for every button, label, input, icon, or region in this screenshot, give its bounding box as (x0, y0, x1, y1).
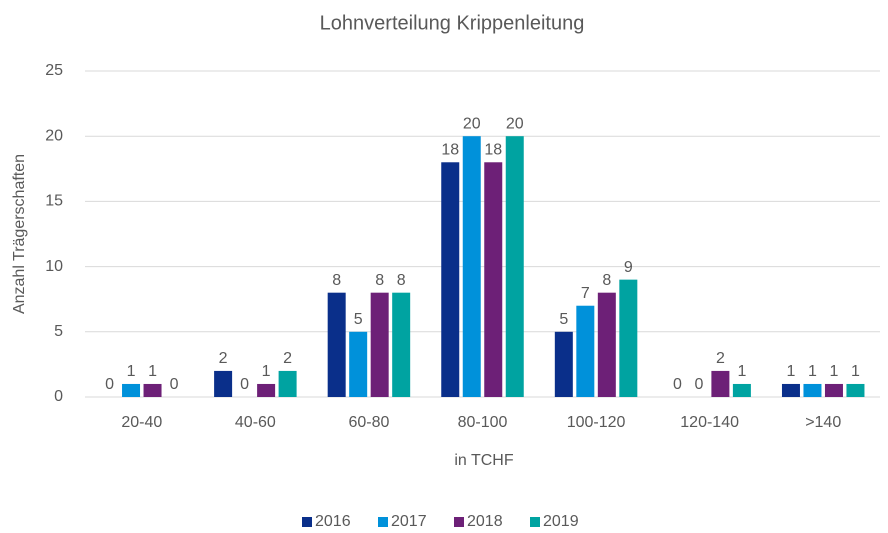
data-label: 0 (170, 376, 179, 393)
legend-label: 2019 (543, 513, 579, 530)
bar (597, 292, 616, 397)
bar (846, 383, 865, 397)
bar (392, 292, 411, 397)
bar (122, 383, 141, 397)
data-label: 8 (602, 272, 611, 289)
data-label: 1 (830, 363, 839, 380)
data-label: 0 (673, 376, 682, 393)
x-tick-label: 60-80 (348, 414, 389, 431)
bar (803, 383, 822, 397)
data-label: 8 (375, 272, 384, 289)
bar (143, 383, 162, 397)
y-tick-label: 15 (45, 193, 63, 210)
y-tick-label: 5 (54, 323, 63, 340)
data-label: 5 (559, 311, 568, 328)
y-tick-label: 25 (45, 62, 63, 79)
data-label: 8 (332, 272, 341, 289)
data-label: 5 (354, 311, 363, 328)
data-label: 2 (716, 350, 725, 367)
x-tick-label: 120-140 (680, 414, 739, 431)
data-label: 18 (441, 141, 459, 158)
bar (349, 331, 368, 397)
data-label: 2 (219, 350, 228, 367)
bar (576, 305, 595, 397)
bar (554, 331, 573, 397)
y-axis-label: Anzahl Trägerschaften (11, 154, 28, 314)
x-axis-label: in TCHF (454, 452, 513, 469)
data-label: 9 (624, 259, 633, 276)
y-tick-label: 0 (54, 388, 63, 405)
bar (214, 370, 233, 397)
x-tick-label: 80-100 (458, 414, 508, 431)
bar (484, 162, 503, 397)
legend-swatch (530, 517, 540, 527)
data-label: 1 (737, 363, 746, 380)
bar (462, 136, 481, 397)
legend-swatch (302, 517, 312, 527)
legend-label: 2016 (315, 513, 351, 530)
x-tick-label: 20-40 (121, 414, 162, 431)
legend-label: 2018 (467, 513, 503, 530)
bar (327, 292, 346, 397)
legend-swatch (454, 517, 464, 527)
bar (505, 136, 524, 397)
data-label: 20 (463, 115, 481, 132)
x-tick-label: >140 (805, 414, 841, 431)
data-label: 2 (283, 350, 292, 367)
data-label: 8 (397, 272, 406, 289)
data-label: 7 (581, 285, 590, 302)
data-label: 1 (851, 363, 860, 380)
x-tick-label: 40-60 (235, 414, 276, 431)
bar (441, 162, 460, 397)
bar (370, 292, 389, 397)
bar (257, 383, 276, 397)
data-label: 1 (262, 363, 271, 380)
x-tick-label: 100-120 (567, 414, 626, 431)
bar (711, 370, 730, 397)
data-label: 1 (808, 363, 817, 380)
data-label: 0 (105, 376, 114, 393)
bar (278, 370, 297, 397)
bar (732, 383, 751, 397)
legend-label: 2017 (391, 513, 427, 530)
data-label: 1 (787, 363, 796, 380)
bar (619, 279, 638, 397)
y-tick-label: 10 (45, 258, 63, 275)
data-label: 20 (506, 115, 524, 132)
bar (824, 383, 843, 397)
bar (781, 383, 800, 397)
chart-title: Lohnverteilung Krippenleitung (320, 12, 585, 34)
data-label: 0 (240, 376, 249, 393)
y-tick-label: 20 (45, 127, 63, 144)
legend-swatch (378, 517, 388, 527)
data-label: 0 (694, 376, 703, 393)
data-label: 18 (484, 141, 502, 158)
data-label: 1 (127, 363, 136, 380)
data-label: 1 (148, 363, 157, 380)
